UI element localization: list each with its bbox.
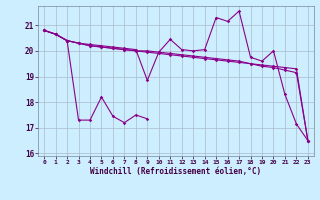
X-axis label: Windchill (Refroidissement éolien,°C): Windchill (Refroidissement éolien,°C) xyxy=(91,167,261,176)
